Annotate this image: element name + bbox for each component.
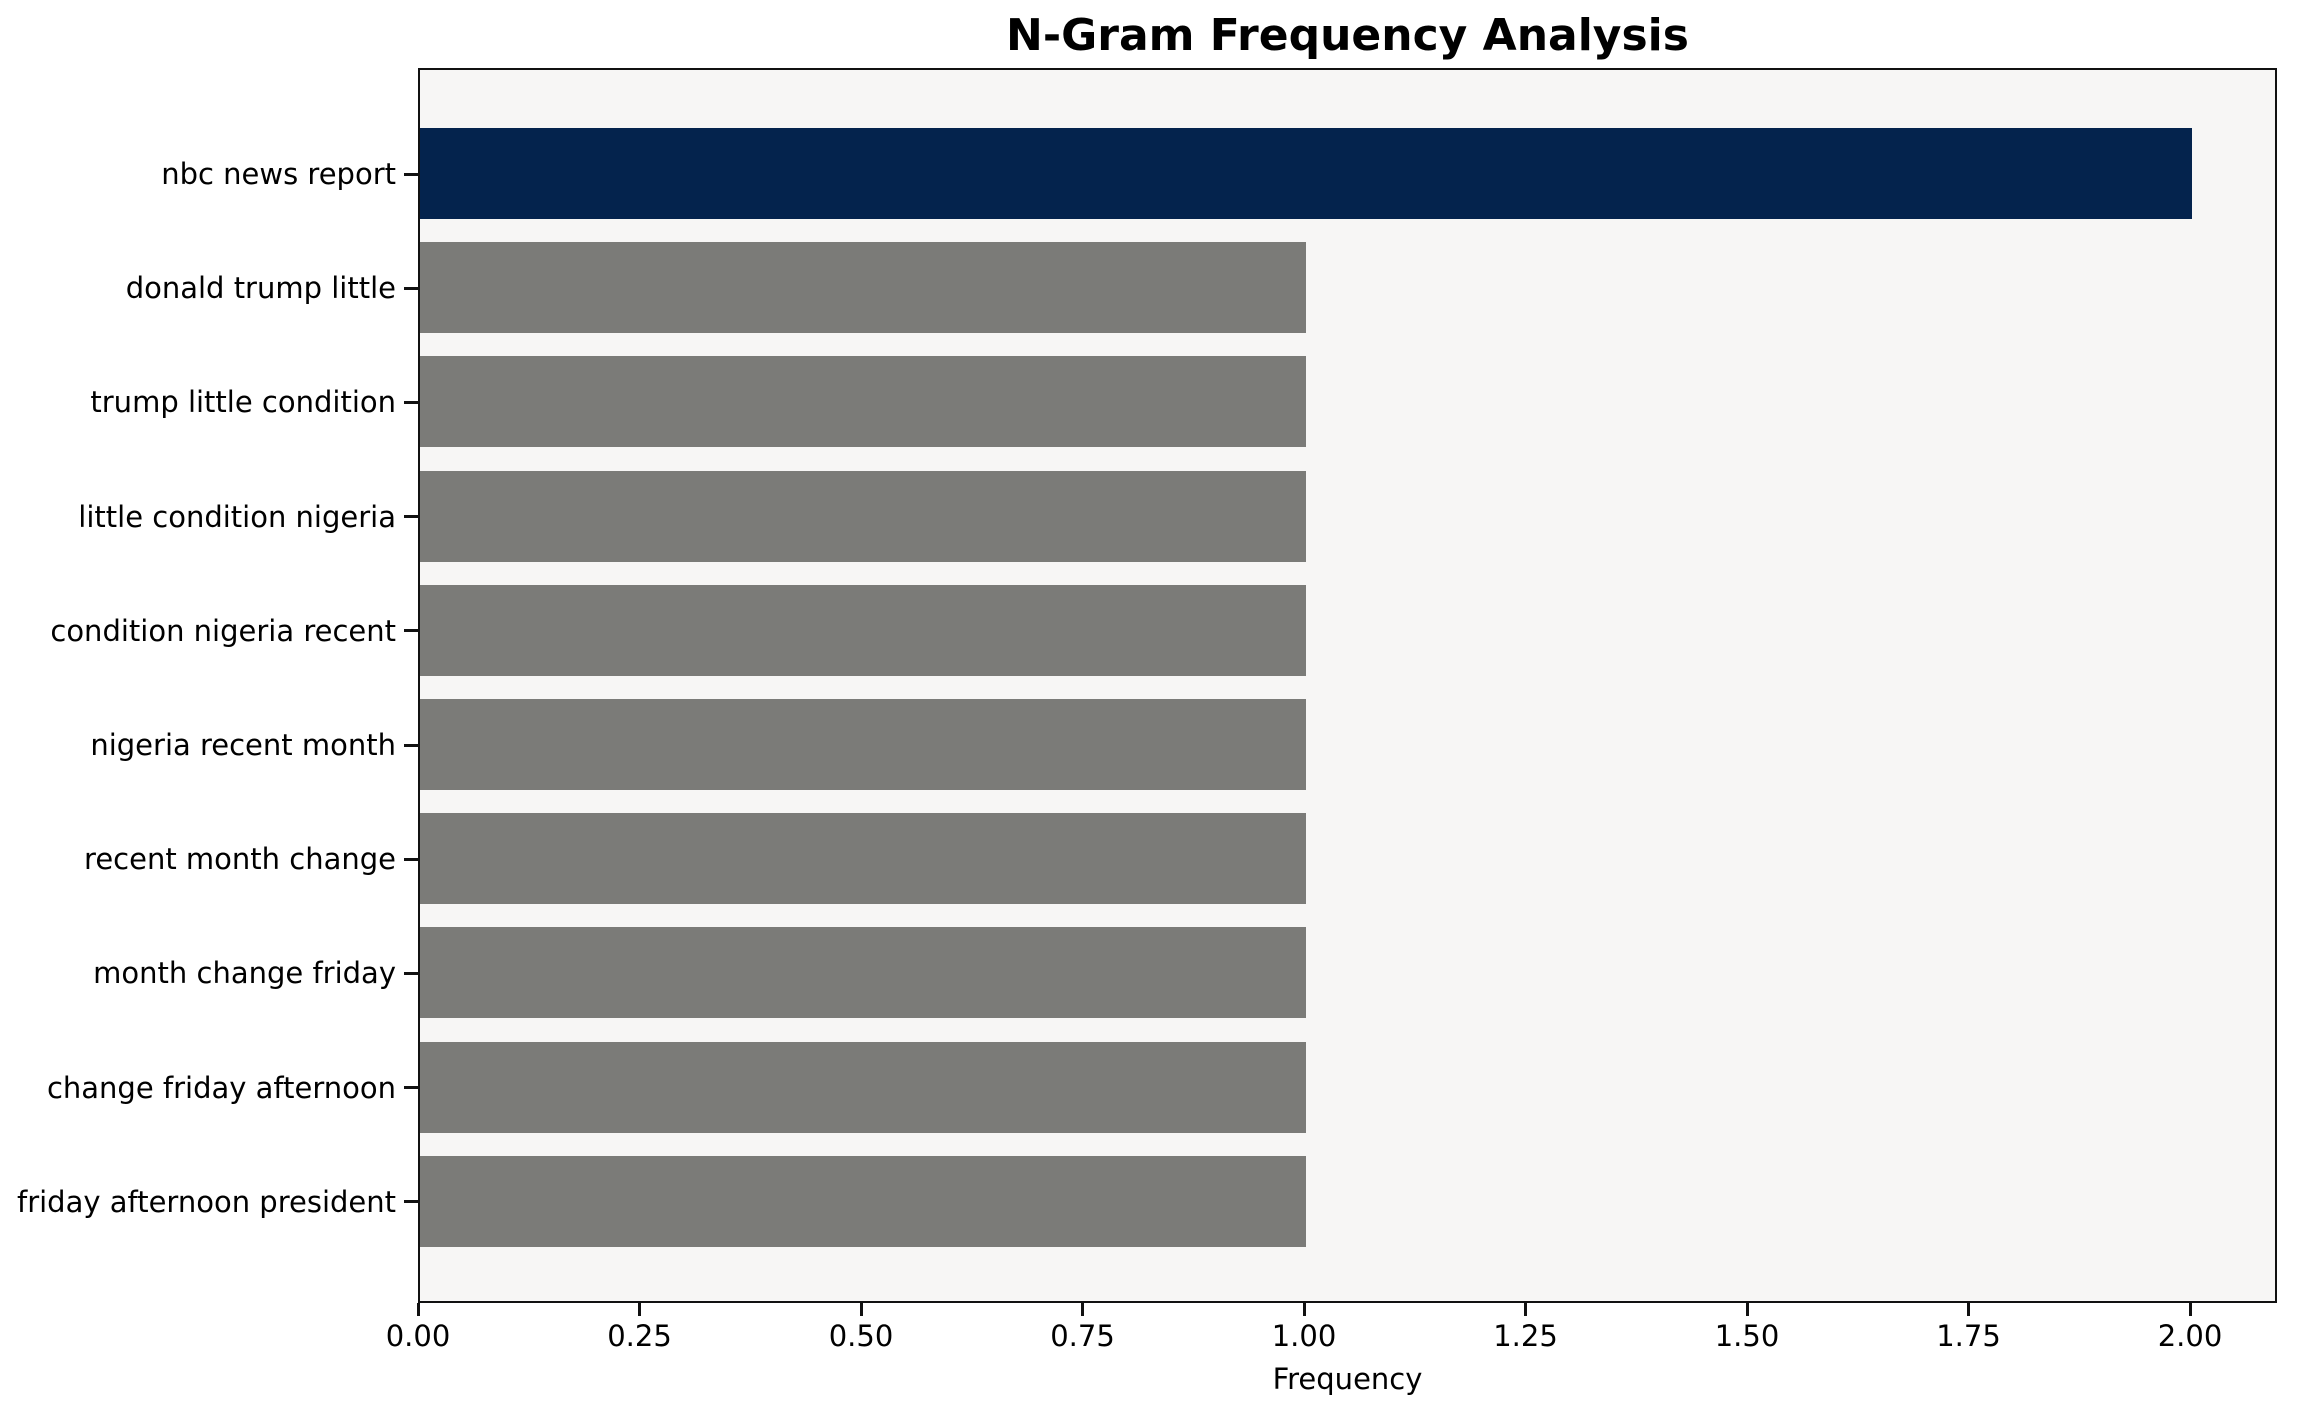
x-tick-mark [638,1303,641,1316]
y-tick-mark [404,286,418,290]
x-tick-label: 1.25 [1493,1319,1558,1353]
x-tick-label: 0.75 [1050,1319,1115,1353]
y-tick-mark [404,1200,418,1204]
y-tick-mark [404,629,418,633]
y-tick-mark [404,400,418,404]
bar-nigeria-recent-month [420,699,1306,790]
y-tick-label: recent month change [84,842,396,877]
bar-friday-afternoon-president [420,1155,1306,1247]
y-tick-mark [404,172,418,176]
y-tick-label: trump little condition [90,385,396,420]
x-tick-label: 1.50 [1714,1319,1780,1353]
x-axis-label: Frequency [1272,1362,1423,1396]
y-tick-mark [404,971,418,975]
x-tick-label: 1.00 [1271,1319,1337,1353]
x-tick-mark [2188,1303,2192,1316]
y-tick-mark [404,1086,418,1090]
x-tick-mark [416,1303,420,1316]
y-tick-label: condition nigeria recent [50,613,396,648]
y-tick-label: donald trump little [125,271,396,306]
x-tick-label: 0.25 [607,1319,672,1353]
y-tick-mark [404,857,418,861]
bar-trump-little-condition [420,356,1306,448]
x-tick-mark [1967,1303,1970,1316]
plot-area [418,68,2277,1303]
bar-change-friday-afternoon [420,1041,1306,1133]
x-tick-mark [859,1303,863,1316]
x-tick-mark [1081,1303,1084,1316]
x-tick-mark [1524,1303,1527,1316]
chart-title: N-Gram Frequency Analysis [1006,10,1689,61]
x-tick-label: 1.75 [1936,1319,2001,1353]
y-tick-label: nigeria recent month [90,728,396,762]
y-tick-mark [404,515,418,519]
y-tick-label: change friday afternoon [46,1070,396,1105]
bar-little-condition-nigeria [420,470,1306,562]
y-tick-label: month change friday [93,956,396,991]
bar-recent-month-change [420,813,1306,905]
bar-month-change-friday [420,927,1306,1019]
x-tick-label: 0.50 [828,1319,894,1353]
bar-nbc-news-report [420,128,2192,219]
x-tick-mark [1745,1303,1749,1316]
bar-donald-trump-little [420,242,1306,334]
y-tick-label: friday afternoon president [16,1184,396,1219]
x-tick-mark [1302,1303,1306,1316]
y-tick-mark [404,743,418,747]
x-tick-label: 2.00 [2157,1319,2223,1353]
x-tick-label: 0.00 [385,1319,451,1353]
y-tick-label: nbc news report [161,157,396,191]
bar-condition-nigeria-recent [420,584,1306,676]
y-tick-label: little condition nigeria [78,499,396,534]
